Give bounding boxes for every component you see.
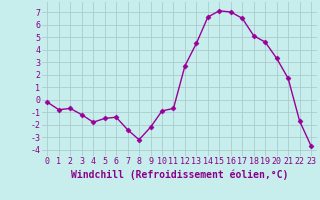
X-axis label: Windchill (Refroidissement éolien,°C): Windchill (Refroidissement éolien,°C) — [70, 169, 288, 180]
